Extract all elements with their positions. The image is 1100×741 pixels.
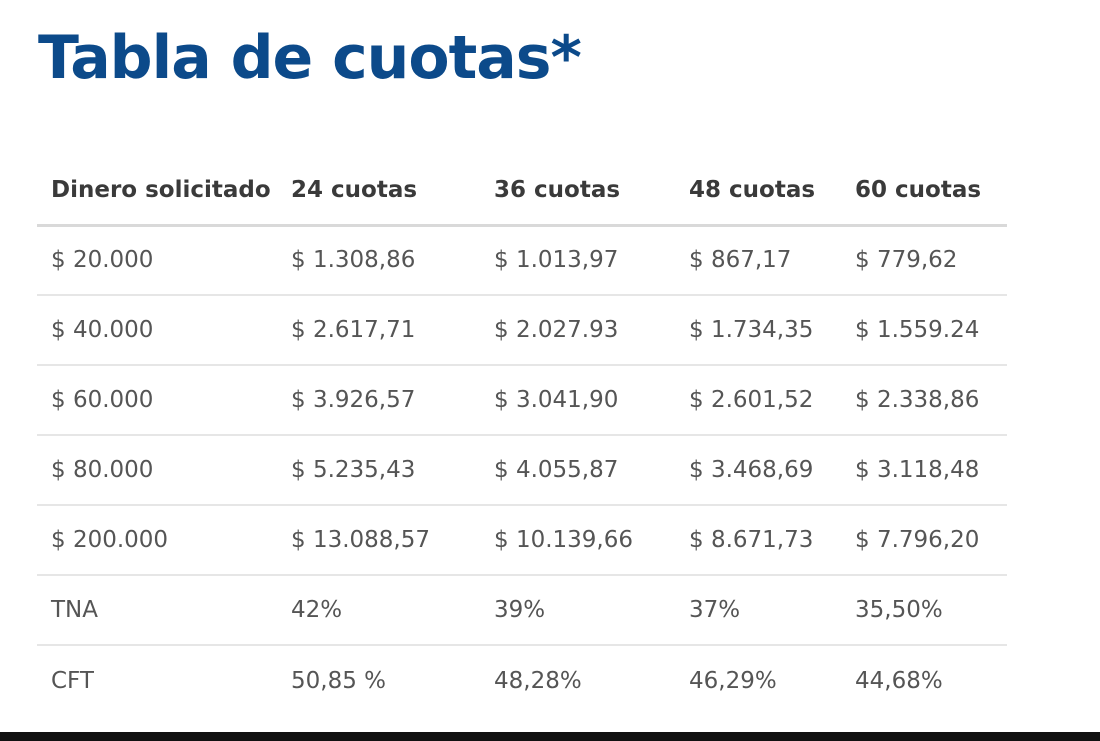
table-cell: $ 5.235,43 bbox=[277, 435, 480, 506]
table-cell: $ 867,17 bbox=[675, 225, 841, 296]
table-cell: $ 3.468,69 bbox=[675, 435, 841, 506]
table-cell: $ 2.027.93 bbox=[480, 295, 675, 366]
table-cell: $ 7.796,20 bbox=[841, 505, 1007, 576]
table-row-cft: CFT 50,85 % 48,28% 46,29% 44,68% bbox=[37, 645, 1007, 715]
table-row: $ 40.000 $ 2.617,71 $ 2.027.93 $ 1.734,3… bbox=[37, 295, 1007, 366]
table-row-tna: TNA 42% 39% 37% 35,50% bbox=[37, 575, 1007, 646]
table-cell: 35,50% bbox=[841, 575, 1007, 646]
table-cell: $ 2.338,86 bbox=[841, 365, 1007, 436]
table-cell: 50,85 % bbox=[291, 667, 387, 694]
row-label: TNA bbox=[37, 575, 277, 646]
table-cell: $ 1.559.24 bbox=[841, 295, 1007, 366]
row-label: $ 80.000 bbox=[37, 435, 277, 506]
table-cell: $ 13.088,57 bbox=[277, 505, 480, 576]
table-cell: 48,28% bbox=[494, 667, 582, 694]
table-cell: $ 3.041,90 bbox=[480, 365, 675, 436]
table-cell: 39% bbox=[480, 575, 675, 646]
row-label: $ 20.000 bbox=[37, 225, 277, 296]
column-header-60: 60 cuotas bbox=[841, 137, 1007, 227]
row-label: CFT bbox=[51, 667, 94, 694]
row-label: $ 200.000 bbox=[37, 505, 277, 576]
row-label: $ 40.000 bbox=[37, 295, 277, 366]
table-cell: $ 2.601,52 bbox=[675, 365, 841, 436]
table-row: $ 200.000 $ 13.088,57 $ 10.139,66 $ 8.67… bbox=[37, 505, 1007, 576]
table-cell: $ 4.055,87 bbox=[480, 435, 675, 506]
table-cell: $ 1.734,35 bbox=[675, 295, 841, 366]
installments-table: Dinero solicitado 24 cuotas 36 cuotas 48… bbox=[37, 137, 1007, 715]
table-cell: $ 779,62 bbox=[841, 225, 1007, 296]
table-cell: 37% bbox=[675, 575, 841, 646]
row-label: $ 60.000 bbox=[37, 365, 277, 436]
bottom-border bbox=[0, 732, 1100, 741]
table-cell: 46,29% bbox=[689, 667, 777, 694]
table-row: $ 20.000 $ 1.308,86 $ 1.013,97 $ 867,17 … bbox=[37, 225, 1007, 296]
column-header-48: 48 cuotas bbox=[675, 137, 841, 227]
table-cell: $ 3.926,57 bbox=[277, 365, 480, 436]
column-header-24: 24 cuotas bbox=[277, 137, 480, 227]
column-header-amount: Dinero solicitado bbox=[37, 137, 277, 227]
page-title: Tabla de cuotas* bbox=[38, 23, 582, 93]
table-cell: 42% bbox=[277, 575, 480, 646]
table-cell: $ 1.308,86 bbox=[277, 225, 480, 296]
column-header-36: 36 cuotas bbox=[480, 137, 675, 227]
table-cell: $ 1.013,97 bbox=[480, 225, 675, 296]
table-header-row: Dinero solicitado 24 cuotas 36 cuotas 48… bbox=[37, 137, 1007, 227]
table-cell: $ 3.118,48 bbox=[841, 435, 1007, 506]
table-cell: $ 8.671,73 bbox=[675, 505, 841, 576]
table-cell: 44,68% bbox=[855, 667, 943, 694]
table-row: $ 60.000 $ 3.926,57 $ 3.041,90 $ 2.601,5… bbox=[37, 365, 1007, 436]
table-cell: $ 2.617,71 bbox=[277, 295, 480, 366]
table-cell: $ 10.139,66 bbox=[480, 505, 675, 576]
table-row: $ 80.000 $ 5.235,43 $ 4.055,87 $ 3.468,6… bbox=[37, 435, 1007, 506]
